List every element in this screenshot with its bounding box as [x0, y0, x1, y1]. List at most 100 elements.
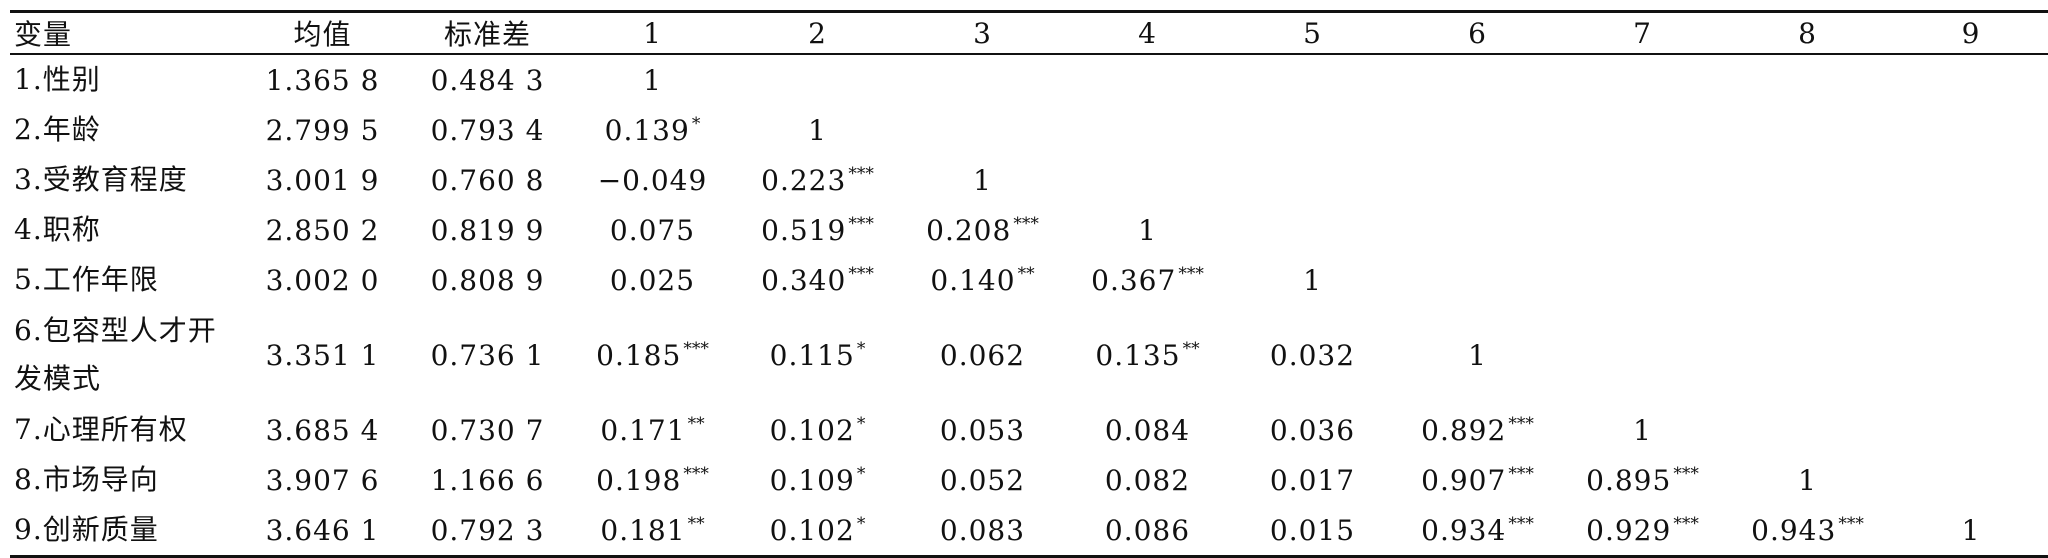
- significance-marker: ***: [1508, 464, 1534, 485]
- correlation-value: 0.084: [1104, 413, 1191, 447]
- correlation-cell: [1725, 155, 1890, 205]
- correlation-cell: [735, 54, 900, 105]
- correlation-cell: 0.198 ***: [570, 455, 735, 505]
- correlation-value: 0.519: [761, 213, 847, 247]
- correlation-cell: 1: [1395, 305, 1560, 405]
- correlation-value-group: 1: [1798, 464, 1817, 497]
- table-header-row: 变量 均值 标准差 1 2 3 4 5 6 7 8 9: [10, 11, 2048, 54]
- correlation-cell: 0.340 ***: [735, 255, 900, 305]
- correlation-value-group: 0.135 **: [1095, 339, 1199, 372]
- correlation-cell: [1725, 255, 1890, 305]
- correlation-cell: [1725, 405, 1890, 455]
- mean-cell: 3.907 6: [265, 463, 380, 497]
- correlation-cell: 1: [735, 105, 900, 155]
- sd-cell: 0.736 1: [430, 338, 545, 372]
- correlation-value: 0.943: [1751, 513, 1837, 547]
- correlation-value-group: 0.198 ***: [596, 464, 709, 497]
- correlation-value-group: 0.139 *: [605, 114, 701, 147]
- correlation-value-group: 1: [1962, 514, 1981, 547]
- correlation-value: 0.075: [609, 213, 696, 247]
- sd-cell: 0.792 3: [430, 513, 545, 547]
- significance-marker: *: [856, 464, 866, 485]
- mean-cell: 3.351 1: [265, 338, 380, 372]
- correlation-table: 变量 均值 标准差 1 2 3 4 5 6 7 8 9 1.性别 1.365 8 0.484 3 1 2.年龄…: [10, 10, 2048, 558]
- correlation-cell: [1065, 155, 1230, 205]
- correlation-value-group: 0.208 ***: [926, 214, 1039, 247]
- correlation-cell: 0.139 *: [570, 105, 735, 155]
- correlation-value: 0.223: [761, 163, 847, 197]
- correlation-value: 0.102: [769, 513, 855, 547]
- correlation-value: 0.025: [609, 263, 696, 297]
- correlation-cell: [1560, 105, 1725, 155]
- correlation-value-group: 0.934 ***: [1421, 514, 1534, 547]
- correlation-value: 0.086: [1104, 513, 1191, 547]
- correlation-value-group: 0.017: [1270, 464, 1355, 497]
- mean-cell: 3.646 1: [265, 513, 380, 547]
- correlation-value: 1: [1961, 513, 1981, 547]
- correlation-cell: 1: [900, 155, 1065, 205]
- mean-cell: 2.850 2: [265, 213, 380, 247]
- correlation-value: 1: [808, 113, 827, 147]
- correlation-value-group: 0.223 ***: [761, 164, 874, 197]
- variable-name-cell: 3.受教育程度: [14, 163, 188, 196]
- correlation-value-group: 0.171 **: [600, 414, 704, 447]
- correlation-cell: 0.036: [1230, 405, 1395, 455]
- correlation-cell: [1890, 105, 2048, 155]
- correlation-cell: 0.907 ***: [1395, 455, 1560, 505]
- correlation-value: 0.036: [1269, 413, 1356, 447]
- correlation-value-group: 0.929 ***: [1586, 514, 1699, 547]
- header-mean: 均值: [293, 18, 352, 51]
- correlation-cell: [1560, 305, 1725, 405]
- table-row: 9.创新质量 3.646 1 0.792 3 0.181 ** 0.102 * 0.083 0.…: [10, 505, 2048, 557]
- correlation-cell: [1890, 155, 2048, 205]
- variable-name-cell: 9.创新质量: [14, 513, 159, 546]
- correlation-value: 0.181: [600, 513, 686, 547]
- correlation-value-group: 0.052: [940, 464, 1025, 497]
- correlation-cell: [1560, 255, 1725, 305]
- correlation-table-container: 变量 均值 标准差 1 2 3 4 5 6 7 8 9 1.性别 1.365 8 0.484 3 1 2.年龄…: [10, 10, 2048, 558]
- correlation-value-group: 0.086: [1105, 514, 1190, 547]
- significance-marker: *: [856, 414, 866, 435]
- correlation-cell: −0.049: [570, 155, 735, 205]
- significance-marker: *: [856, 514, 866, 535]
- variable-name-cell: 4.职称: [14, 213, 101, 246]
- correlation-cell: 0.208 ***: [900, 205, 1065, 255]
- correlation-cell: 0.075: [570, 205, 735, 255]
- correlation-cell: [1890, 455, 2048, 505]
- correlation-cell: 0.084: [1065, 405, 1230, 455]
- significance-marker: ***: [1178, 264, 1204, 285]
- correlation-value-group: 0.109 *: [770, 464, 866, 497]
- correlation-cell: [1890, 205, 2048, 255]
- correlation-value: 0.892: [1421, 413, 1507, 447]
- significance-marker: ***: [1838, 514, 1864, 535]
- correlation-value-group: 0.340 ***: [761, 264, 874, 297]
- correlation-cell: 0.115 *: [735, 305, 900, 405]
- significance-marker: *: [856, 339, 866, 360]
- correlation-value: 0.102: [769, 413, 855, 447]
- correlation-cell: 0.223 ***: [735, 155, 900, 205]
- correlation-value: 0.135: [1095, 338, 1181, 372]
- table-row: 1.性别 1.365 8 0.484 3 1: [10, 54, 2048, 105]
- correlation-cell: [1395, 205, 1560, 255]
- correlation-value-group: 0.102 *: [770, 414, 866, 447]
- correlation-value: 1: [1633, 413, 1652, 447]
- correlation-value-group: 0.032: [1270, 339, 1355, 372]
- correlation-value-group: 1: [1138, 214, 1157, 247]
- correlation-value-group: 0.084: [1105, 414, 1190, 447]
- table-body: 1.性别 1.365 8 0.484 3 1 2.年龄 2.799 5 0.793 4 0.1…: [10, 54, 2048, 557]
- variable-name-cell: 1.性别: [14, 63, 101, 96]
- correlation-cell: 0.062: [900, 305, 1065, 405]
- significance-marker: **: [687, 514, 705, 535]
- correlation-cell: 0.102 *: [735, 505, 900, 557]
- correlation-value: 0.929: [1586, 513, 1672, 547]
- correlation-cell: [1725, 205, 1890, 255]
- correlation-value: 0.017: [1269, 463, 1356, 497]
- variable-name-cell: 2.年龄: [14, 113, 101, 146]
- correlation-cell: 1: [1725, 455, 1890, 505]
- correlation-value-group: 0.892 ***: [1421, 414, 1534, 447]
- correlation-cell: [1560, 205, 1725, 255]
- significance-marker: ***: [848, 264, 874, 285]
- correlation-value: 1: [1303, 263, 1322, 297]
- sd-cell: 0.484 3: [430, 63, 545, 97]
- header-variable: 变量: [14, 18, 73, 51]
